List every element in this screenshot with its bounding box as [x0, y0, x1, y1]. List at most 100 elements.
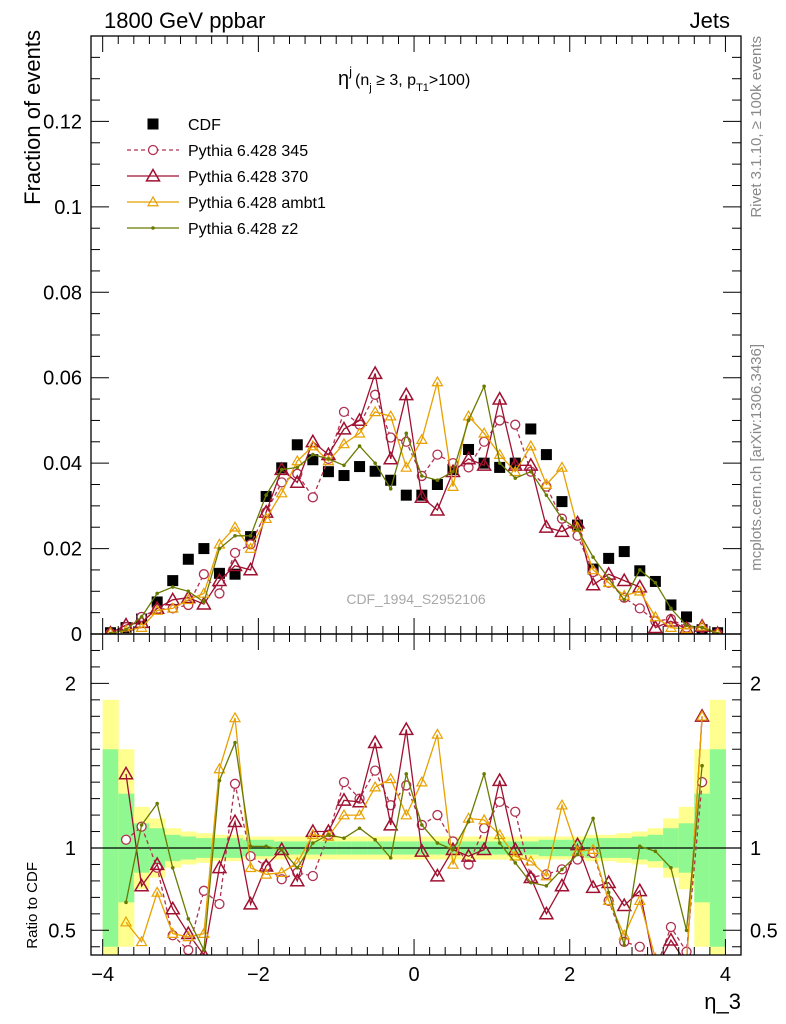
- legend-marker: [147, 144, 159, 156]
- main-point: [684, 623, 689, 628]
- main-point: [404, 431, 409, 436]
- main-point: [149, 600, 165, 614]
- main-point: [451, 469, 455, 474]
- ratio-point: [622, 943, 627, 947]
- ratio-point: [529, 880, 533, 885]
- main-point: [700, 625, 704, 630]
- ratio-point: [244, 861, 257, 873]
- title-cond-sub2: T1: [416, 82, 429, 94]
- main-point: [306, 439, 319, 451]
- legend-label: Pythia 6.428 ambt1: [188, 195, 326, 212]
- main-point: [295, 465, 300, 470]
- ticks: −4 −2 0 2 4 0 0.02 0.04 0.06 0.08 0.1 0.12 0.5 0.5 1 1 2…: [43, 36, 778, 986]
- ratio-point: [429, 867, 446, 882]
- title-cond-sub: j: [368, 82, 371, 94]
- main-point: [388, 486, 393, 491]
- ratio-point: [180, 925, 197, 940]
- ratio-y-tick-label: 1: [65, 838, 76, 860]
- ratio-point: [491, 772, 508, 787]
- main-point: [680, 622, 693, 634]
- ratio-point: [186, 916, 191, 921]
- ratio-y-tick-label-right: 2: [750, 673, 761, 695]
- ratio-y-tick-label-right: 1: [750, 838, 761, 860]
- main-point: [202, 600, 206, 604]
- title-cond: (n: [355, 72, 369, 89]
- ratio-point: [510, 806, 521, 817]
- ratio-point: [446, 858, 460, 869]
- ratio-point: [544, 884, 549, 888]
- rivet-side-text: Rivet 3.1.10, ≥ 100k events: [748, 36, 765, 218]
- main-y-tick-label: 0.1: [54, 197, 82, 219]
- legend-item: CDF: [147, 117, 221, 134]
- main-point: [616, 572, 633, 587]
- main-y-tick-label: 0.02: [43, 539, 82, 561]
- main-y-tick-label: 0.12: [43, 111, 82, 133]
- main-point: [307, 492, 319, 503]
- ratio-point: [665, 921, 677, 933]
- ratio-point: [555, 798, 568, 810]
- main-point: [180, 589, 197, 604]
- main-point: [227, 557, 243, 572]
- main-point: [367, 365, 383, 380]
- ratio-point: [211, 859, 228, 874]
- series: [104, 365, 724, 968]
- ratio-point: [451, 847, 455, 852]
- main-point: [211, 572, 228, 587]
- main-point: [289, 474, 306, 488]
- ratio-frame: [90, 633, 742, 956]
- main-point: [229, 568, 241, 580]
- ratio-point: [680, 957, 693, 968]
- ratio-y-tick-label: 2: [65, 673, 76, 695]
- main-point: [524, 439, 537, 451]
- main-point: [446, 480, 460, 491]
- ratio-point: [295, 865, 300, 870]
- ratio-point: [217, 778, 222, 783]
- legend-marker: [146, 195, 160, 207]
- main-point: [244, 542, 257, 553]
- ratio-point: [585, 879, 601, 894]
- ratio-point: [540, 869, 553, 881]
- ratio-point: [139, 823, 144, 827]
- main-point: [478, 427, 491, 438]
- main-point: [198, 543, 210, 555]
- main-point: [507, 457, 524, 471]
- ratio-point: [353, 808, 366, 820]
- ratio-point: [431, 728, 444, 739]
- ratio-point: [696, 777, 708, 788]
- main-point: [186, 589, 191, 594]
- main-point: [435, 478, 440, 483]
- ratio-series-1: [118, 708, 710, 968]
- ratio-y-tick-label-right: 0.5: [750, 920, 778, 942]
- main-point: [400, 461, 413, 472]
- main-point: [554, 523, 570, 538]
- ratio-point: [124, 900, 128, 905]
- main-point: [275, 486, 288, 498]
- ratio-point: [382, 816, 399, 831]
- ratio-point: [476, 841, 492, 856]
- main-point: [338, 406, 350, 418]
- ratio-point: [373, 837, 377, 842]
- ratio-point: [398, 721, 415, 736]
- main-point: [665, 599, 677, 611]
- main-point: [233, 533, 237, 538]
- ratio-point: [305, 823, 321, 838]
- x-tick-label: −2: [247, 964, 270, 986]
- ratio-point: [133, 877, 150, 892]
- ratio-point: [653, 849, 658, 854]
- main-point: [228, 521, 242, 532]
- ratio-point: [337, 808, 351, 820]
- main-y-tick-label: 0.04: [43, 453, 82, 475]
- main-point: [242, 561, 259, 576]
- ratio-point: [242, 895, 259, 910]
- main-series-4: [108, 384, 720, 634]
- ratio-point: [575, 852, 580, 857]
- title-main: η: [338, 68, 349, 90]
- main-point: [248, 533, 253, 538]
- watermark: CDF_1994_S2952106: [346, 591, 486, 607]
- ratio-point: [229, 778, 241, 789]
- main-point: [663, 613, 679, 627]
- ratio-point: [466, 819, 471, 824]
- ratio-point: [388, 856, 393, 860]
- main-y-tick-label: 0.08: [43, 282, 82, 304]
- main-point: [196, 596, 212, 610]
